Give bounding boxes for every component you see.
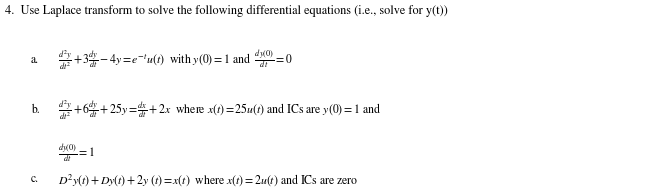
Text: b.: b.	[31, 104, 39, 116]
Text: 4.  Use Laplace transform to solve the following differential equations (i.e., s: 4. Use Laplace transform to solve the fo…	[5, 5, 448, 17]
Text: a.: a.	[31, 54, 39, 66]
Text: $\frac{d^2y}{dt^2}+3\frac{dy}{dt}-4y=e^{-t}u(t)$  with $y(0) = 1$ and  $\frac{dy: $\frac{d^2y}{dt^2}+3\frac{dy}{dt}-4y=e^{…	[58, 48, 293, 72]
Text: $D^2y(t)+Dy(t)+2y\ (t)=x(t)$  where $x(t) = 2u(t)$ and ICs are zero: $D^2y(t)+Dy(t)+2y\ (t)=x(t)$ where $x(t)…	[58, 172, 359, 188]
Text: $\frac{dy(0)}{dt}=1$: $\frac{dy(0)}{dt}=1$	[58, 142, 95, 164]
Text: c.: c.	[31, 174, 39, 185]
Text: $\frac{d^2y}{dt^2}+6\frac{dy}{dt}+25y=\frac{dx}{dt}+2x$  where $x(t) = 25u(t)$ a: $\frac{d^2y}{dt^2}+6\frac{dy}{dt}+25y=\f…	[58, 98, 381, 122]
